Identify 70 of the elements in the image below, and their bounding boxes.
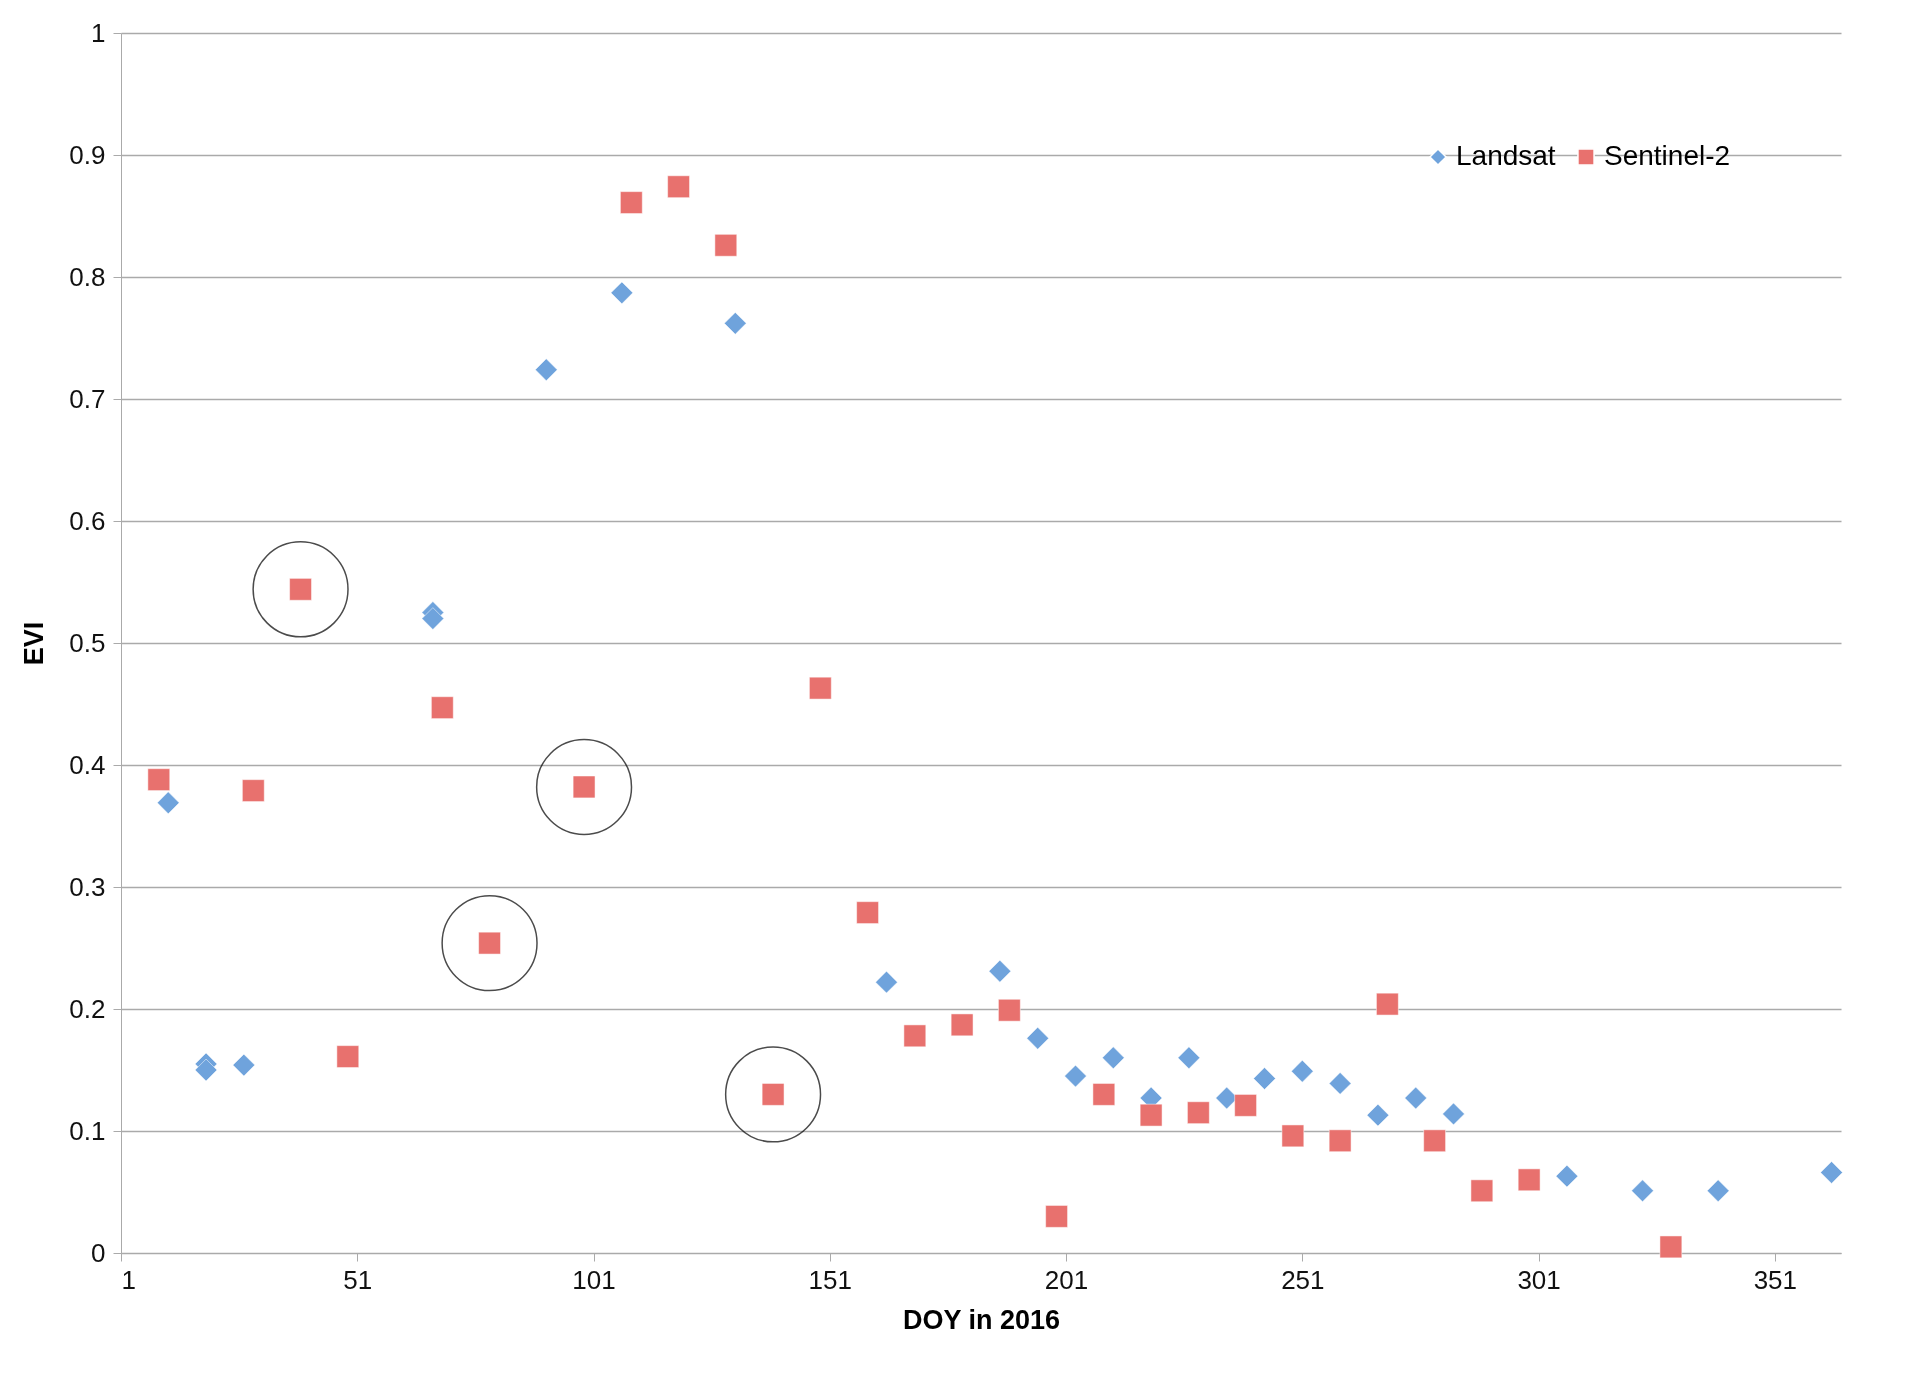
y-tick-label: 0.2 [69, 993, 106, 1024]
point [1706, 1179, 1730, 1202]
x-tick-label: 301 [1517, 1264, 1561, 1295]
x-tick-label: 101 [572, 1264, 616, 1295]
y-tick-label: 0.1 [69, 1115, 106, 1146]
point [714, 234, 738, 257]
x-axis-title: DOY in 2016 [902, 1304, 1061, 1335]
point [232, 1053, 256, 1077]
x-tick-label: 351 [1753, 1264, 1798, 1295]
point [903, 1024, 927, 1048]
point [147, 768, 171, 791]
x-tick-label: 201 [1044, 1264, 1089, 1295]
point [1659, 1235, 1683, 1259]
point [1281, 1124, 1305, 1148]
point [1026, 1027, 1049, 1050]
point [194, 1058, 218, 1082]
point [809, 676, 832, 700]
x-tick-label: 1 [121, 1264, 136, 1295]
y-tick-label: 0.7 [69, 383, 106, 414]
legend-label: Sentinel-2 [1604, 140, 1731, 171]
point [875, 970, 898, 994]
point [431, 696, 454, 719]
point [1064, 1064, 1087, 1088]
y-tick-label: 1 [91, 17, 106, 48]
point [1253, 1067, 1276, 1090]
point [988, 959, 1012, 983]
y-tick-label: 0 [91, 1237, 106, 1268]
y-tick-label: 0.4 [69, 749, 106, 780]
point [1517, 1168, 1541, 1192]
y-tick-label: 0.9 [69, 139, 106, 170]
point [1328, 1072, 1352, 1095]
point [1470, 1179, 1494, 1202]
point [1376, 992, 1399, 1016]
point [1820, 1161, 1843, 1184]
x-tick-label: 251 [1281, 1264, 1325, 1295]
y-tick-label: 0.6 [69, 505, 106, 536]
point [950, 1013, 974, 1037]
point [1631, 1179, 1654, 1202]
point [421, 607, 445, 630]
point [1328, 1129, 1352, 1152]
point [1139, 1103, 1163, 1127]
point [1291, 1060, 1314, 1083]
point [1177, 1046, 1201, 1069]
point [1442, 1102, 1465, 1126]
point [336, 1045, 360, 1068]
point [1404, 1086, 1427, 1110]
point [610, 281, 634, 305]
y-tick-label: 0.3 [69, 871, 106, 902]
point [620, 191, 643, 214]
point [1423, 1129, 1446, 1152]
y-axis-title: EVI [19, 621, 50, 666]
x-tick-label: 51 [343, 1264, 373, 1295]
point [1092, 1083, 1116, 1106]
point [1555, 1164, 1579, 1188]
point [724, 312, 747, 335]
y-tick-label: 0.5 [69, 627, 106, 658]
point [1366, 1103, 1390, 1127]
legend-label: Landsat [1456, 140, 1556, 171]
point [1102, 1046, 1125, 1069]
point [242, 779, 265, 802]
point [157, 791, 180, 815]
point [856, 901, 879, 924]
point [1187, 1101, 1210, 1124]
point [1234, 1094, 1257, 1117]
point [998, 999, 1021, 1022]
x-tick-label: 151 [808, 1264, 852, 1295]
point [1045, 1205, 1068, 1228]
point [667, 175, 690, 198]
point [535, 358, 558, 381]
y-tick-label: 0.8 [69, 261, 106, 292]
